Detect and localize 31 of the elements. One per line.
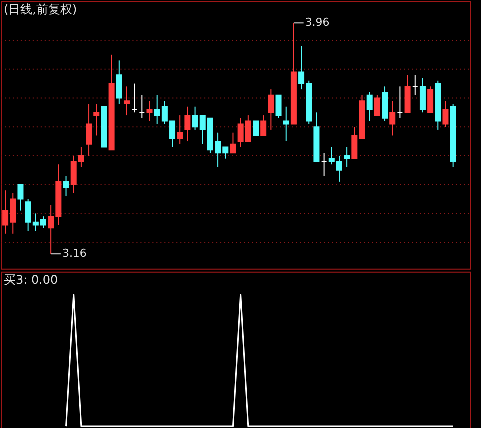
annotation: 3.16 xyxy=(62,247,87,260)
candlestick xyxy=(366,92,373,122)
chart-title: (日线,前复权) xyxy=(4,2,78,16)
candlestick xyxy=(344,146,350,168)
candlestick xyxy=(94,103,100,136)
candlestick xyxy=(374,94,380,116)
candlestick xyxy=(124,86,130,116)
candlestick xyxy=(420,78,426,114)
candlestick xyxy=(428,86,434,114)
chart-title: 买3: 0.00 xyxy=(4,272,58,287)
candlestick xyxy=(177,115,184,145)
candlestick xyxy=(397,86,404,119)
candlestick xyxy=(268,89,274,130)
candlestick xyxy=(184,106,191,142)
candlestick xyxy=(260,115,267,136)
annotation: 3.96 xyxy=(305,16,330,30)
candlestick xyxy=(321,152,328,177)
candlestick xyxy=(412,74,418,96)
candlestick xyxy=(132,83,138,114)
candlestick xyxy=(18,184,24,212)
candlestick xyxy=(139,94,146,119)
candlestick xyxy=(116,60,122,104)
candlestick xyxy=(86,103,92,156)
candlestick xyxy=(390,100,396,136)
candlestick xyxy=(283,106,290,142)
candlestick xyxy=(252,120,260,136)
candlestick xyxy=(442,100,449,128)
candlestick xyxy=(230,132,236,154)
candlestick xyxy=(146,100,153,122)
candlestick xyxy=(63,176,70,197)
candlestick xyxy=(276,94,282,119)
